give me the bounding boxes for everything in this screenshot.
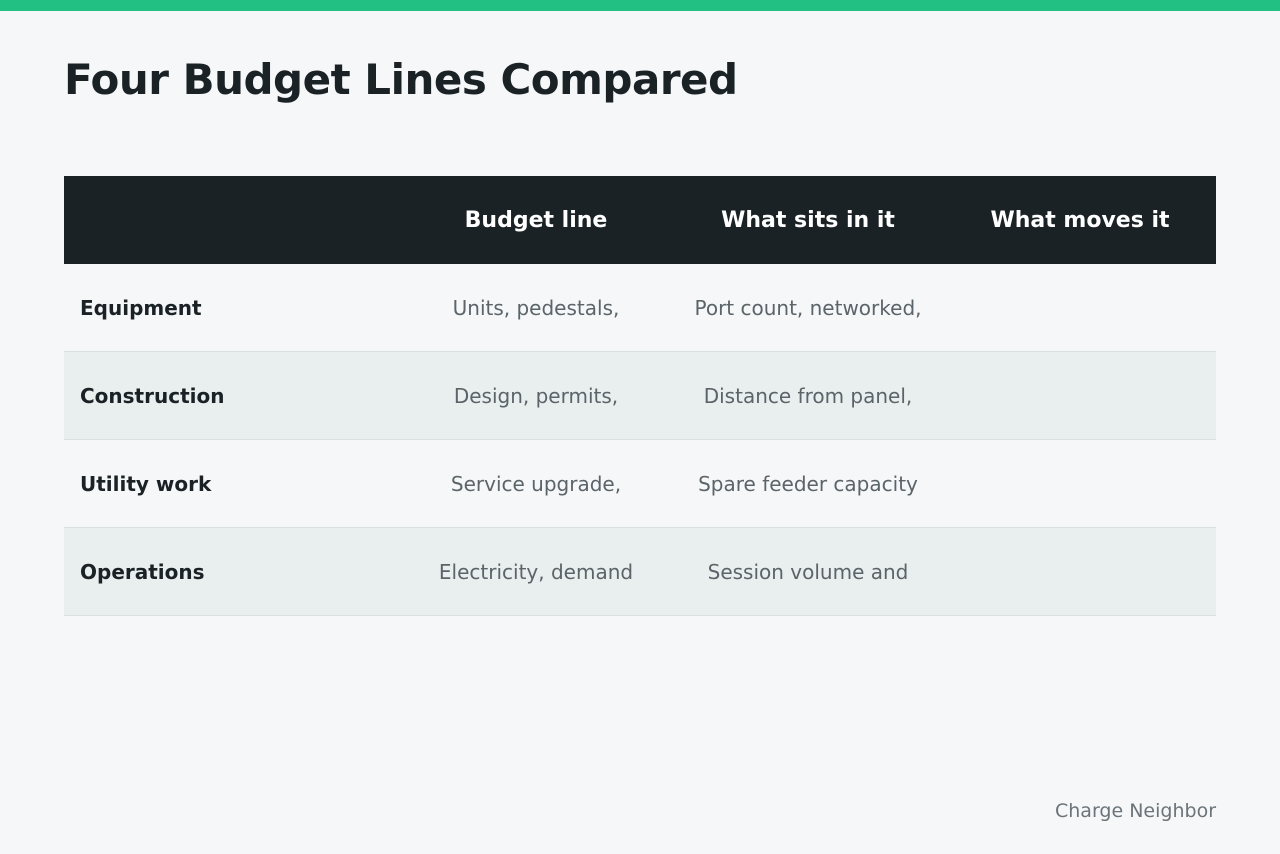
budget-comparison-table: Budget line What sits in it What moves i… [64, 176, 1216, 616]
table-row-utility-work: Utility work Service upgrade, Spare feed… [64, 440, 1216, 528]
row-label: Operations [80, 559, 205, 584]
table-row-equipment: Equipment Units, pedestals, Port count, … [64, 264, 1216, 352]
page-title: Four Budget Lines Compared [64, 55, 738, 104]
table-row-construction: Construction Design, permits, Distance f… [64, 352, 1216, 440]
what-sits-cell: Port count, networked, [694, 295, 922, 320]
budget-line-cell: Design, permits, [453, 383, 619, 408]
budget-line-cell: Service upgrade, [450, 471, 622, 496]
table-header-row: Budget line What sits in it What moves i… [64, 176, 1216, 264]
budget-line-cell: Units, pedestals, [452, 295, 620, 320]
row-label: Utility work [80, 471, 212, 496]
row-label: Construction [80, 383, 225, 408]
what-sits-cell: Session volume and [707, 559, 909, 584]
what-sits-cell: Distance from panel, [703, 383, 913, 408]
table-header-budget-line: Budget line [464, 207, 608, 233]
footer-brand: Charge Neighbor [1055, 800, 1216, 822]
row-label: Equipment [80, 295, 202, 320]
budget-line-cell: Electricity, demand [438, 559, 634, 584]
table-row-operations: Operations Electricity, demand Session v… [64, 528, 1216, 616]
top-accent-bar [0, 0, 1280, 11]
table-header-what-sits-in-it: What sits in it [721, 207, 895, 233]
table-header-what-moves-it: What moves it [990, 207, 1170, 233]
what-sits-cell: Spare feeder capacity [698, 471, 918, 496]
